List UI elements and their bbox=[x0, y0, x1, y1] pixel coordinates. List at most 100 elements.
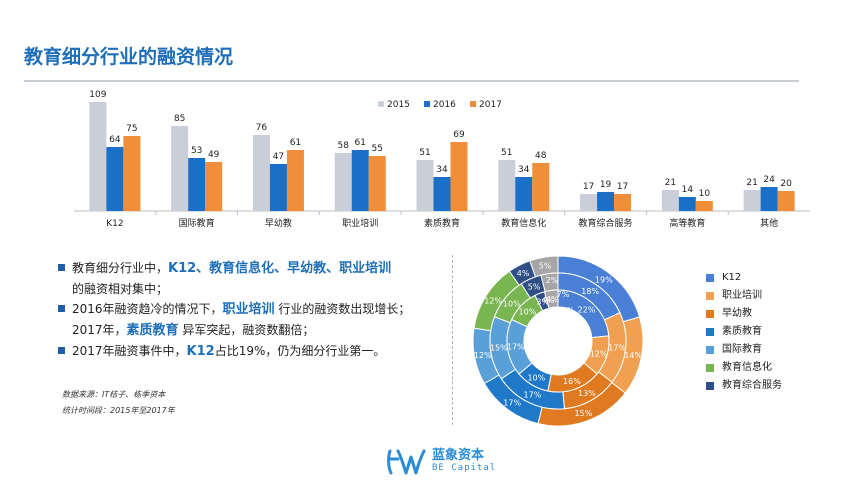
donut-extra-label: 4% bbox=[562, 306, 575, 315]
legend-item: 教育综合服务 bbox=[706, 377, 782, 395]
bar bbox=[252, 135, 270, 211]
bar bbox=[695, 201, 713, 211]
bar bbox=[171, 126, 189, 211]
bar bbox=[89, 102, 107, 211]
bullet-3-text-end: 占比19%，仍为细分行业第一。 bbox=[214, 344, 386, 358]
legend-label: 早幼教 bbox=[722, 308, 752, 319]
legend-item: 素质教育 bbox=[706, 323, 782, 341]
bar bbox=[678, 197, 696, 211]
bar-value-label: 64 bbox=[109, 135, 121, 145]
bar bbox=[515, 177, 533, 211]
period-line: 统计时间段：2015年至2017年 bbox=[62, 406, 175, 415]
donut-extra-label: 4% bbox=[542, 296, 555, 305]
legend-swatch bbox=[706, 310, 714, 318]
category-label: K12 bbox=[106, 219, 123, 229]
legend-swatch bbox=[706, 292, 714, 300]
category-label: 其他 bbox=[760, 217, 778, 229]
donut-slice-label: 12% bbox=[590, 350, 608, 359]
donut-slice-label: 10% bbox=[503, 299, 521, 308]
bar bbox=[351, 150, 369, 211]
donut-slice-label: 19% bbox=[595, 276, 613, 285]
legend-label: 2015 bbox=[387, 100, 410, 110]
bar-value-label: 17 bbox=[583, 182, 594, 192]
bar bbox=[416, 160, 434, 211]
bar-value-label: 55 bbox=[371, 144, 382, 154]
bar bbox=[661, 190, 679, 211]
bar-value-label: 61 bbox=[354, 138, 365, 148]
bullet-2-text-end: 行业的融资数出现增长； bbox=[274, 302, 411, 316]
bar-value-label: 34 bbox=[518, 165, 530, 175]
bar-value-label: 69 bbox=[453, 130, 465, 140]
donut-slice-label: 15% bbox=[490, 344, 508, 353]
bar-value-label: 21 bbox=[665, 178, 676, 188]
legend-label: 教育信息化 bbox=[722, 362, 772, 373]
legend-item: 教育信息化 bbox=[706, 359, 782, 377]
logo-name-en: BE Capital bbox=[432, 463, 497, 473]
donut-slice-label: 10% bbox=[519, 307, 537, 316]
bullet-3-text: 2017年融资事件中， bbox=[72, 344, 187, 358]
legend-swatch bbox=[706, 364, 714, 372]
donut-slice-label: 4% bbox=[546, 295, 559, 304]
bullet-2-line2-end: 异军突起，融资数翻倍； bbox=[178, 323, 315, 337]
bar bbox=[532, 163, 550, 211]
logo-mark-icon bbox=[387, 449, 426, 475]
bar bbox=[777, 191, 795, 211]
bar-value-label: 14 bbox=[682, 185, 694, 195]
bullet-1-text: 教育细分行业中， bbox=[72, 261, 169, 275]
donut-slice-label: 17% bbox=[524, 391, 542, 400]
legend-label: 2016 bbox=[433, 100, 456, 110]
bullet-3-highlight: K12 bbox=[186, 344, 215, 359]
bar-value-label: 61 bbox=[290, 138, 301, 148]
legend-label: 素质教育 bbox=[722, 326, 762, 337]
legend-swatch bbox=[706, 328, 714, 336]
bar bbox=[368, 156, 386, 211]
legend-label: 国际教育 bbox=[722, 344, 762, 355]
bullet-3: 2017年融资事件中，K12占比19%，仍为细分行业第一。 bbox=[58, 341, 438, 362]
bullet-2-line2-text: 2017年， bbox=[72, 323, 127, 337]
legend-item: 早幼教 bbox=[706, 305, 782, 323]
bullet-1: 教育细分行业中，K12、教育信息化、早幼教、职业培训 的融资相对集中； bbox=[58, 258, 438, 299]
category-label: 教育信息化 bbox=[501, 217, 546, 229]
bullet-1-highlight: K12、教育信息化、早幼教、职业培训 bbox=[168, 261, 392, 276]
bar-value-label: 17 bbox=[617, 182, 628, 192]
source-note: 数据来源：IT桔子、栋季资本 统计时间段：2015年至2017年 bbox=[62, 387, 175, 419]
logo: 蓝象资本 BE Capital bbox=[384, 447, 496, 477]
legend-label: 2017 bbox=[479, 100, 502, 110]
category-label: 早幼教 bbox=[265, 217, 292, 229]
bullet-1-text-end: 的融资相对集中； bbox=[72, 282, 169, 296]
bullet-2-text: 2016年融资趋冷的情况下， bbox=[72, 302, 223, 316]
bar bbox=[123, 136, 141, 211]
donut-slice-label: 17% bbox=[608, 344, 626, 353]
donut-extra-label: 2% bbox=[546, 276, 559, 285]
legend-swatch bbox=[378, 101, 384, 107]
bullet-2-highlight: 职业培训 bbox=[222, 302, 275, 317]
bar-value-label: 51 bbox=[501, 148, 512, 158]
donut-slice-label: 5% bbox=[528, 282, 541, 291]
bar bbox=[580, 194, 598, 211]
bar bbox=[106, 147, 124, 211]
bar bbox=[205, 162, 223, 211]
legend-swatch bbox=[424, 101, 430, 107]
page-title: 教育细分行业的融资情况 bbox=[24, 46, 234, 68]
legend-label: 职业培训 bbox=[722, 290, 762, 301]
bar-value-label: 20 bbox=[780, 179, 792, 189]
donut-extra-label: 7% bbox=[557, 290, 570, 299]
donut-slice-label: 13% bbox=[578, 389, 596, 398]
donut-slice-label: 17% bbox=[507, 343, 525, 352]
bar-value-label: 21 bbox=[746, 178, 757, 188]
donut-slice-label: 5% bbox=[539, 262, 552, 271]
logo-name-cn: 蓝象资本 bbox=[432, 448, 485, 463]
bar-value-label: 24 bbox=[763, 175, 775, 185]
bar-value-label: 53 bbox=[191, 146, 202, 156]
legend-item: 职业培训 bbox=[706, 287, 782, 305]
category-label: 教育综合服务 bbox=[579, 217, 633, 229]
summary-bullets: 教育细分行业中，K12、教育信息化、早幼教、职业培训 的融资相对集中； 2016… bbox=[58, 258, 438, 362]
legend-label: K12 bbox=[722, 272, 742, 283]
legend-swatch bbox=[706, 382, 714, 390]
category-label: 高等教育 bbox=[669, 217, 705, 229]
section-divider bbox=[452, 255, 453, 425]
category-label: 素质教育 bbox=[424, 217, 460, 229]
donut-slice-label: 14% bbox=[624, 351, 642, 360]
bar bbox=[188, 158, 206, 211]
